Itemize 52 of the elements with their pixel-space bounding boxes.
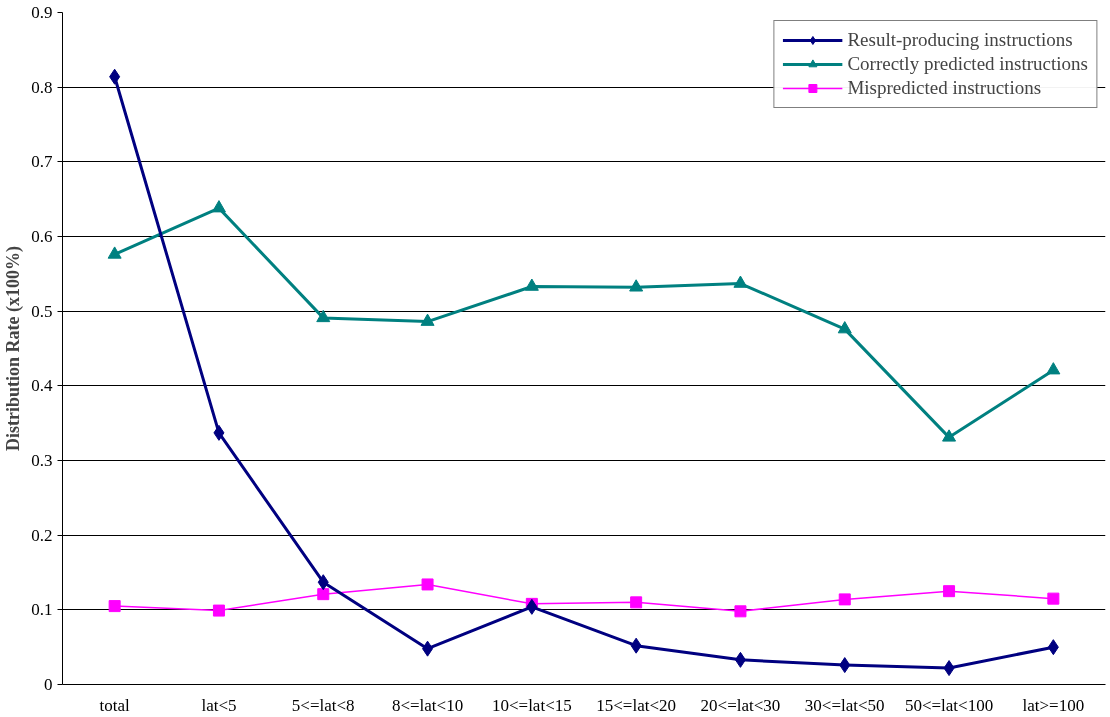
y-axis-title: Distribution Rate (x100%) (3, 245, 25, 451)
point (838, 593, 851, 606)
point (107, 246, 122, 259)
point (942, 429, 957, 442)
legend-label: Result-producing instructions (847, 29, 1073, 51)
x-tick-label: total (99, 695, 131, 715)
y-tick-label: 0.3 (31, 451, 53, 470)
point (213, 424, 225, 441)
point (733, 275, 748, 288)
point (422, 640, 434, 657)
y-tick-label: 0.6 (31, 227, 53, 246)
point (1046, 362, 1061, 375)
x-tick-label: 5<=lat<8 (291, 695, 355, 715)
point (317, 588, 330, 601)
x-tick-label: 10<=lat<15 (491, 695, 572, 715)
x-tick-label: 20<=lat<30 (700, 695, 781, 715)
point (839, 657, 851, 674)
legend-label: Correctly predicted instructions (847, 53, 1088, 75)
point (943, 660, 955, 677)
point (1047, 592, 1060, 605)
y-tick-label: 0.4 (31, 376, 53, 396)
x-tick-label: lat<5 (201, 695, 237, 715)
point (316, 309, 331, 323)
y-tick-label: 0.2 (31, 525, 53, 545)
y-tick-label: 0.1 (31, 600, 53, 620)
y-tick-label: 0.9 (31, 3, 53, 22)
point (317, 574, 329, 591)
point (630, 637, 642, 654)
x-tick-label: 8<=lat<10 (391, 695, 464, 715)
point (629, 279, 644, 292)
point (526, 598, 538, 615)
y-tick-label: 0.8 (31, 77, 53, 97)
y-tick-label: 0 (44, 675, 53, 694)
x-tick-label: 30<=lat<50 (804, 695, 885, 715)
point (421, 578, 434, 591)
point (734, 605, 747, 618)
point (420, 313, 435, 326)
point (108, 600, 121, 613)
x-tick-label: lat>=100 (1022, 695, 1085, 715)
point (837, 321, 852, 334)
point (211, 200, 226, 213)
x-tick-label: 15<=lat<20 (596, 695, 677, 715)
point (524, 278, 539, 291)
y-tick-label: 0.7 (31, 152, 53, 172)
point (943, 585, 956, 598)
legend-label: Mispredicted instructions (847, 77, 1042, 99)
point (1047, 639, 1059, 656)
point (630, 596, 643, 609)
point (734, 651, 746, 668)
x-tick-label: 50<=lat<100 (904, 695, 994, 715)
point (212, 604, 225, 617)
y-tick-label: 0.5 (31, 301, 53, 321)
